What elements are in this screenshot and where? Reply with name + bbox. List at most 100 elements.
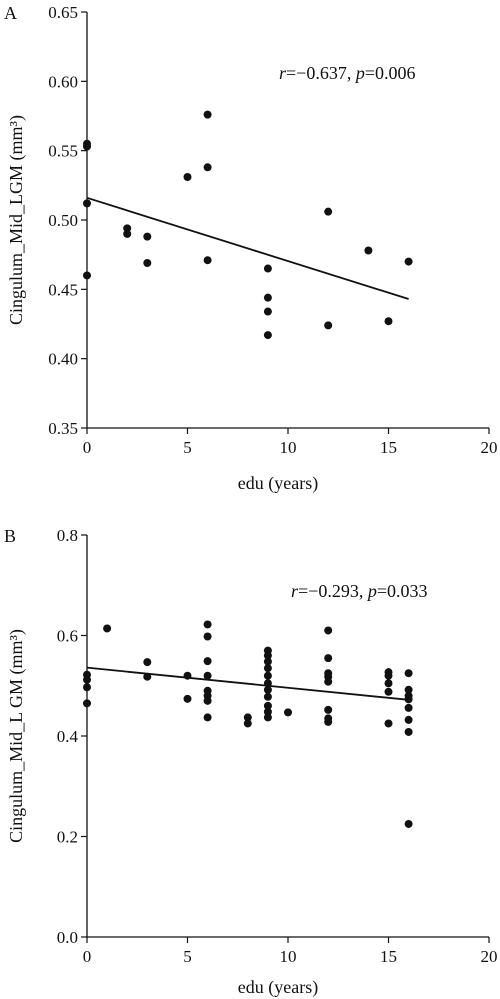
p-label: p	[366, 581, 377, 601]
data-point	[263, 679, 272, 688]
x-tick-label: 10	[280, 438, 297, 457]
data-point	[324, 705, 333, 714]
panel-a: 0.35 0.40 0.45 0.50 0.55 0.60 0.65 0 5 10 15 20 edu …	[4, 3, 498, 494]
x-axis-title: edu (years)	[238, 473, 318, 494]
data-point	[404, 727, 413, 736]
data-point	[263, 707, 272, 716]
r-label: r	[279, 63, 287, 83]
data-point	[183, 671, 192, 680]
data-point	[83, 199, 91, 208]
regression-line	[86, 666, 409, 701]
data-point	[243, 713, 252, 722]
panel-letter: A	[4, 3, 17, 23]
data-point	[324, 717, 333, 726]
y-tick-label: 0.60	[48, 72, 78, 91]
data-point	[123, 224, 132, 233]
y-tick-label: 0.4	[57, 727, 79, 746]
data-point	[404, 685, 413, 694]
data-point	[143, 232, 152, 241]
data-point	[263, 651, 272, 660]
p-value: =0.033	[377, 581, 428, 601]
x-tick-label: 20	[481, 438, 498, 457]
data-point	[83, 683, 91, 692]
y-tick-label: 0.2	[57, 828, 78, 847]
data-point	[83, 142, 91, 151]
x-tick-label: 15	[380, 438, 397, 457]
x-tick-label: 10	[280, 947, 297, 966]
stats-annotation: r=−0.293, p=0.033	[291, 581, 427, 601]
stats-annotation: r=−0.637, p=0.006	[279, 63, 415, 83]
data-point	[203, 671, 212, 680]
data-point	[143, 672, 152, 681]
r-value: =−0.293,	[298, 581, 368, 601]
data-point	[263, 293, 272, 302]
regression-line	[86, 196, 409, 300]
data-point	[263, 701, 272, 710]
data-point	[263, 657, 272, 666]
data-point	[324, 677, 333, 686]
data-point	[263, 692, 272, 701]
data-point	[324, 626, 333, 635]
data-point	[284, 708, 292, 717]
y-tick-label: 0.8	[57, 526, 78, 545]
y-tick-label: 0.50	[48, 211, 78, 230]
data-point	[183, 694, 192, 703]
data-point	[324, 207, 333, 216]
data-point	[143, 258, 152, 267]
p-value: =0.006	[365, 63, 416, 83]
data-point	[123, 229, 132, 238]
data-point	[83, 699, 91, 708]
data-point	[83, 675, 91, 684]
y-tick-label: 0.6	[57, 627, 78, 646]
data-point	[384, 687, 393, 696]
data-point	[384, 671, 393, 680]
x-tick-label: 15	[380, 947, 397, 966]
r-value: =−0.637,	[286, 63, 356, 83]
x-tick-label: 5	[183, 438, 192, 457]
y-tick-label: 0.65	[48, 3, 78, 22]
data-point	[203, 620, 212, 629]
panel-letter: B	[4, 526, 16, 546]
data-point	[203, 110, 212, 119]
x-tick-label: 0	[83, 438, 92, 457]
data-point	[384, 719, 393, 728]
data-point	[263, 264, 272, 273]
y-tick-label: 0.45	[48, 280, 78, 299]
p-label: p	[354, 63, 365, 83]
data-point	[83, 271, 91, 280]
data-point	[404, 715, 413, 724]
y-tick-label: 0.35	[48, 419, 78, 438]
data-point	[183, 173, 192, 182]
x-tick-label: 20	[481, 947, 498, 966]
y-tick-label: 0.0	[57, 928, 78, 947]
data-point	[243, 719, 252, 728]
data-point	[263, 664, 272, 673]
x-axis-title: edu (years)	[238, 977, 318, 998]
data-point	[203, 256, 212, 265]
data-point	[263, 685, 272, 694]
data-point	[203, 696, 212, 705]
y-tick-label: 0.55	[48, 142, 78, 161]
data-point	[364, 246, 373, 255]
x-tick-label: 0	[83, 947, 92, 966]
data-point	[143, 658, 152, 667]
x-tick-label: 5	[183, 947, 192, 966]
data-point	[203, 163, 212, 172]
data-point	[263, 307, 272, 316]
data-point	[263, 331, 272, 340]
data-point	[203, 632, 212, 641]
data-point	[103, 624, 112, 633]
data-point	[203, 713, 212, 722]
data-point	[263, 671, 272, 680]
y-tick-label: 0.40	[48, 350, 78, 369]
r-label: r	[291, 581, 299, 601]
data-point	[324, 321, 333, 330]
data-point	[203, 657, 212, 666]
panel-b: 0.0 0.2 0.4 0.6 0.8 0 5 10 15 20 edu (years) Cingul…	[4, 526, 498, 998]
data-point	[384, 317, 393, 326]
data-point	[404, 695, 413, 704]
y-axis-title: Cingulum_Mid_LGM (mm³)	[6, 115, 27, 325]
y-axis-title: Cingulum_Mid_L GM (mm³)	[6, 629, 27, 843]
data-point	[404, 669, 413, 678]
